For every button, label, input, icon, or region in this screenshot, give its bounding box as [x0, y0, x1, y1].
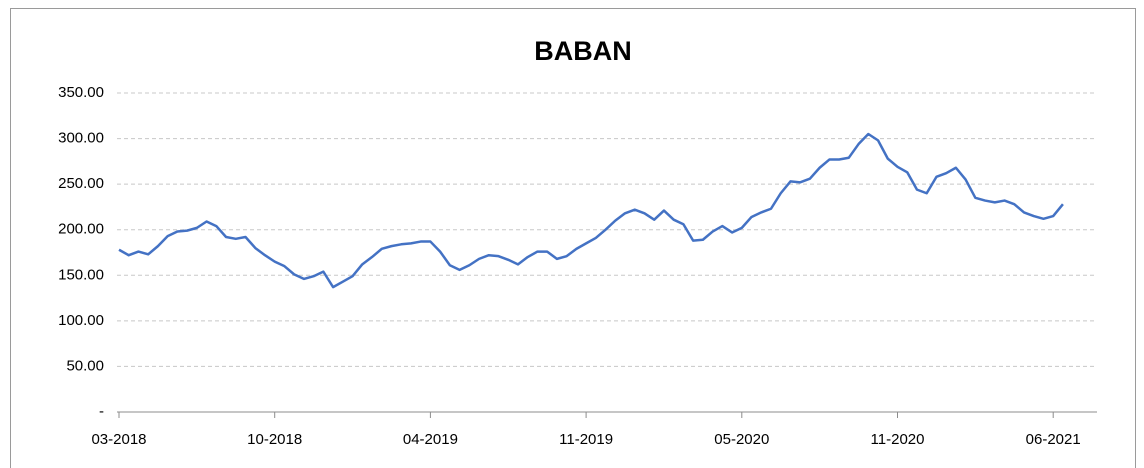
x-tick-label: 10-2018 [247, 431, 302, 448]
line-series [118, 132, 1064, 289]
chart-border [10, 8, 1136, 468]
y-tick-label: 250.00 [58, 175, 104, 192]
y-tick-label: 100.00 [58, 312, 104, 329]
x-tick-label: 06-2021 [1026, 431, 1081, 448]
y-tick-label: 50.00 [66, 357, 104, 374]
x-tick-label: 03-2018 [91, 431, 146, 448]
y-tick-label: 300.00 [58, 130, 104, 147]
x-tick-label: 11-2020 [871, 431, 925, 448]
x-tick-label: 04-2019 [403, 431, 458, 448]
y-tick-label: 150.00 [58, 266, 104, 283]
chart-title: BABAN [534, 36, 632, 66]
y-tick-label: - [99, 403, 104, 420]
y-tick-label: 200.00 [58, 221, 104, 238]
x-tick-label: 11-2019 [559, 431, 613, 448]
y-tick-label: 350.00 [58, 84, 104, 101]
x-tick-label: 05-2020 [714, 431, 769, 448]
